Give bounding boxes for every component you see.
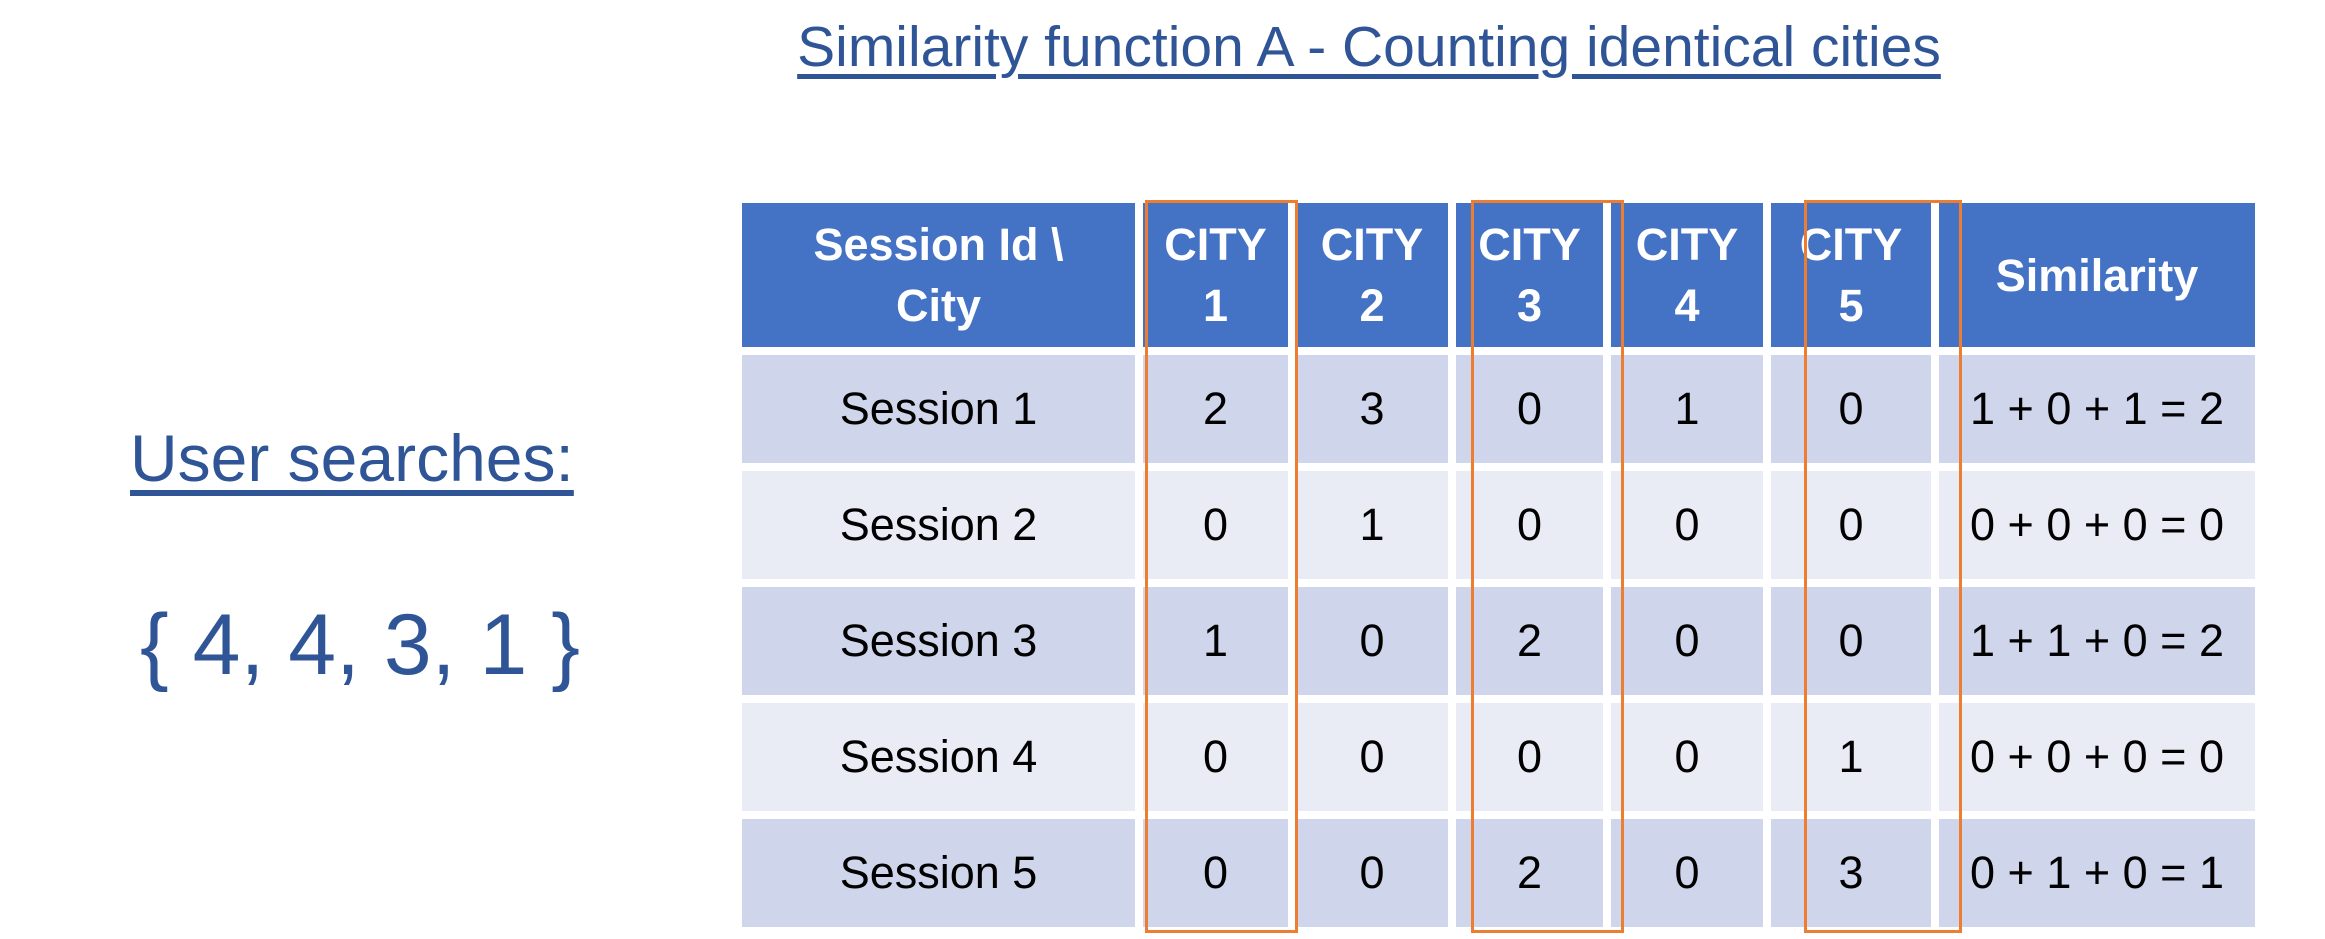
city-count-cell: 0 [1143,703,1288,811]
city-count-cell: 0 [1771,471,1931,579]
session-cell: Session 1 [742,355,1135,463]
header-city-2: CITY 2 [1296,203,1448,347]
city-count-cell: 0 [1143,471,1288,579]
city-count-cell: 0 [1296,703,1448,811]
city-count-cell: 0 [1296,587,1448,695]
city-count-cell: 3 [1296,355,1448,463]
city-count-cell: 0 [1611,587,1763,695]
city-count-cell: 2 [1456,819,1603,927]
session-cell: Session 4 [742,703,1135,811]
table-row: Session 3 1 0 2 0 0 1 + 1 + 0 = 2 [742,587,2255,695]
city-count-cell: 0 [1456,355,1603,463]
city-3-highlight-box [1471,200,1624,933]
session-cell: Session 3 [742,587,1135,695]
similarity-cell: 0 + 0 + 0 = 0 [1939,703,2255,811]
city-count-cell: 1 [1296,471,1448,579]
similarity-cell: 0 + 0 + 0 = 0 [1939,471,2255,579]
city-count-cell: 1 [1771,703,1931,811]
city-count-cell: 1 [1143,587,1288,695]
city-count-cell: 0 [1143,819,1288,927]
city-count-cell: 0 [1771,355,1931,463]
table-row: Session 2 0 1 0 0 0 0 + 0 + 0 = 0 [742,471,2255,579]
city-count-cell: 3 [1771,819,1931,927]
city-count-cell: 2 [1456,587,1603,695]
user-searches-set: { 4, 4, 3, 1 } [140,597,580,693]
session-cell: Session 2 [742,471,1135,579]
header-similarity: Similarity [1939,203,2255,347]
header-city-5: CITY 5 [1771,203,1931,347]
city-count-cell: 0 [1456,703,1603,811]
table-row: Session 5 0 0 2 0 3 0 + 1 + 0 = 1 [742,819,2255,927]
user-searches-heading: User searches: [130,421,574,495]
city-count-cell: 1 [1611,355,1763,463]
table-header-row: Session Id \ City CITY 1 CITY 2 CITY 3 CITY 4… [742,203,2255,347]
similarity-cell: 1 + 1 + 0 = 2 [1939,587,2255,695]
city-count-cell: 0 [1611,703,1763,811]
city-count-cell: 0 [1456,471,1603,579]
slide-title: Similarity function A - Counting identic… [797,15,1941,79]
header-city-3: CITY 3 [1456,203,1603,347]
city-5-highlight-box [1804,200,1962,933]
city-1-highlight-box [1145,200,1298,933]
session-cell: Session 5 [742,819,1135,927]
city-count-cell: 0 [1611,819,1763,927]
city-count-cell: 0 [1296,819,1448,927]
city-count-cell: 0 [1611,471,1763,579]
city-count-cell: 2 [1143,355,1288,463]
table-row: Session 4 0 0 0 0 1 0 + 0 + 0 = 0 [742,703,2255,811]
similarity-table: Session Id \ City CITY 1 CITY 2 CITY 3 CITY 4… [734,195,2263,935]
header-session-id: Session Id \ City [742,203,1135,347]
similarity-cell: 1 + 0 + 1 = 2 [1939,355,2255,463]
city-count-cell: 0 [1771,587,1931,695]
header-city-4: CITY 4 [1611,203,1763,347]
header-city-1: CITY 1 [1143,203,1288,347]
similarity-cell: 0 + 1 + 0 = 1 [1939,819,2255,927]
table-row: Session 1 2 3 0 1 0 1 + 0 + 1 = 2 [742,355,2255,463]
